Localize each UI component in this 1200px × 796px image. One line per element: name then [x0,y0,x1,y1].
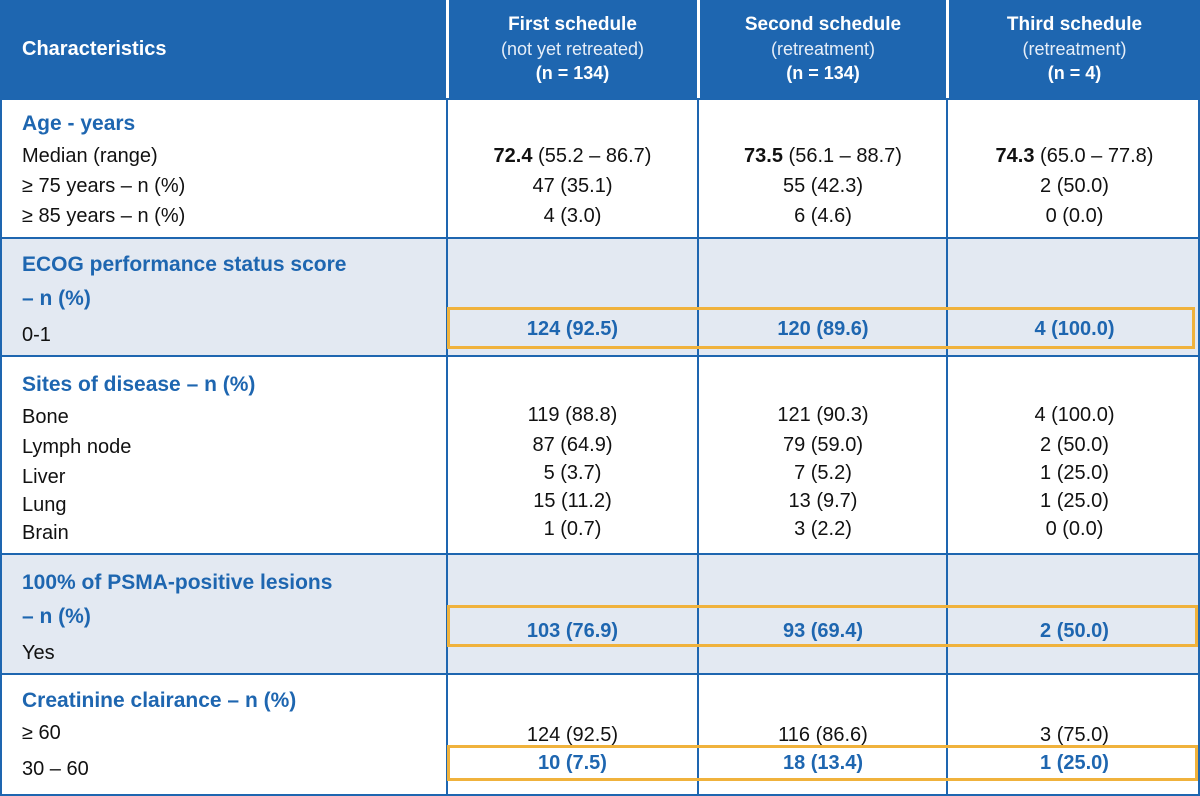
table-cell: 121 (90.3) [777,404,869,426]
table-cell-highlighted: 120 (89.6) [777,318,869,340]
section-title: Sites of disease – n (%) [22,373,256,396]
table-cell: 13 (9.7) [788,490,858,512]
section-sites: Sites of disease – n (%) Bone Lymph node… [0,355,1200,553]
table-cell: 3 (2.2) [794,518,852,540]
table-cell: 124 (92.5) [526,724,619,746]
table-cell: 55 (42.3) [782,175,864,197]
column-divider [446,98,448,796]
table-cell: 47 (35.1) [532,175,613,197]
median-value: 73.5 [744,145,783,167]
row-label: ≥ 60 [22,722,61,744]
table-cell: 1 (0.7) [543,518,602,540]
table-header: Characteristics First schedule (not yet … [0,0,1200,98]
header-col-subtitle: (retreatment) [770,39,876,59]
section-age: Age - years Median (range) ≥ 75 years – … [0,98,1200,237]
header-col-title: Second schedule [744,14,902,35]
header-col-n: (n = 134) [786,63,860,83]
row-label: 0-1 [22,324,51,346]
table-cell: 119 (88.8) [527,404,618,426]
table-cell-highlighted: 10 (7.5) [538,752,607,774]
table-cell: 7 (5.2) [794,462,852,484]
median-cell: 73.5 (56.1 – 88.7) [699,142,947,170]
median-value: 72.4 [493,145,533,167]
table-cell-highlighted: 93 (69.4) [782,620,864,642]
table-cell: 1 (25.0) [1040,462,1109,484]
table-cell: 3 (75.0) [1040,724,1109,746]
column-divider [946,98,948,796]
row-label: Liver [22,466,66,488]
highlight-box-psma [447,605,1198,647]
header-col-subtitle: (retreatment) [1022,39,1127,59]
median-value: 74.3 [995,145,1035,167]
table-cell: 4 (100.0) [1034,404,1115,426]
median-range: (55.2 – 86.7) [532,145,652,167]
table-cell: 2 (50.0) [1040,434,1109,456]
table-cell: 2 (50.0) [1040,175,1109,197]
header-col-title: Third schedule [1006,14,1143,35]
header-col-subtitle: (not yet retreated) [500,39,645,59]
table-cell: 116 (86.6) [778,724,868,746]
table-cell-highlighted: 18 (13.4) [782,752,864,774]
row-label: Bone [22,406,69,428]
row-label: Median (range) [22,145,158,167]
table-cell: 0 (0.0) [1045,205,1104,227]
header-col-n: (n = 134) [535,63,610,83]
column-divider [697,98,699,796]
row-label: ≥ 85 years – n (%) [22,205,186,227]
table-cell: 87 (64.9) [532,434,613,456]
table-cell-highlighted: 103 (76.9) [526,620,619,642]
median-range: (65.0 – 77.8) [1034,145,1154,167]
section-creatinine: Creatinine clairance – n (%) ≥ 60 30 – 6… [0,673,1200,796]
table-cell: 15 (11.2) [533,490,612,512]
row-label: Lymph node [22,436,132,458]
header-col-title: First schedule [508,14,637,35]
header-second-schedule: Second schedule (retreatment) (n = 134) [699,0,947,98]
section-title: Creatinine clairance – n (%) [22,689,297,712]
header-divider [697,0,700,98]
row-label: 30 – 60 [22,758,89,780]
row-label: Yes [22,642,55,664]
section-title: 100% of PSMA-positive lesions [22,571,333,594]
header-first-schedule: First schedule (not yet retreated) (n = … [448,0,697,98]
header-third-schedule: Third schedule (retreatment) (n = 4) [949,0,1200,98]
table-cell: 4 (3.0) [543,205,602,227]
header-characteristics: Characteristics [0,0,446,98]
row-label: Lung [22,494,67,516]
section-title: ECOG performance status score [22,253,347,276]
median-range: (56.1 – 88.7) [782,145,902,167]
highlight-box-creatinine [447,745,1198,781]
header-divider [446,0,449,98]
header-characteristics-label: Characteristics [22,38,167,60]
table-cell: 1 (25.0) [1040,490,1109,512]
section-title: Age - years [22,112,136,135]
section-psma: 100% of PSMA-positive lesions – n (%) Ye… [0,553,1200,673]
highlight-box-ecog [447,307,1195,349]
row-label: Brain [22,522,69,544]
table-cell: 79 (59.0) [782,434,864,456]
section-title-continued: – n (%) [22,287,91,310]
median-cell: 72.4 (55.2 – 86.7) [448,142,697,170]
section-ecog: ECOG performance status score – n (%) 0-… [0,237,1200,355]
table-cell-highlighted: 4 (100.0) [1034,318,1115,340]
table-cell: 5 (3.7) [543,462,602,484]
table-cell: 6 (4.6) [794,205,852,227]
header-col-n: (n = 4) [1047,63,1102,83]
median-cell: 74.3 (65.0 – 77.8) [949,142,1200,170]
section-title-continued: – n (%) [22,605,91,628]
header-divider [946,0,949,98]
table-cell-highlighted: 1 (25.0) [1040,752,1109,774]
table-cell: 0 (0.0) [1045,518,1104,540]
row-label: ≥ 75 years – n (%) [22,175,186,197]
table-cell-highlighted: 2 (50.0) [1040,620,1109,642]
table-cell-highlighted: 124 (92.5) [526,318,619,340]
